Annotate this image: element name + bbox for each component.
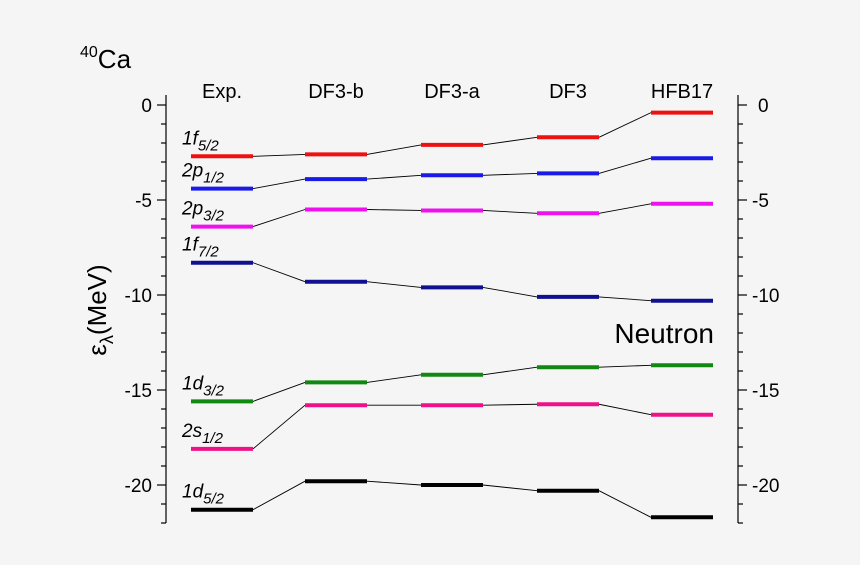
left-tick-label: -20 [125,476,152,497]
column-header: DF3-b [308,81,364,103]
connector-line [598,203,652,214]
connector-line [366,281,422,288]
energy-levels [191,110,713,520]
connector-line [482,136,538,146]
connector-line [252,153,306,157]
connector-line [598,112,652,138]
labels: Exp. DF3-b DF3-a DF3 HFB17 40Ca Neutron ελ(MeV)… [80,44,714,508]
left-tick-label: -10 [125,286,152,307]
orbital-label: 1d3/2 [182,373,225,399]
right-tick-label: -20 [752,476,779,497]
column-header: HFB17 [651,81,713,103]
connector-line [482,403,538,406]
connector-line [366,174,422,180]
right-tick-label: -5 [752,191,769,212]
connector-line [482,172,538,176]
left-tick-label: -15 [125,381,152,402]
orbital-label: 2p3/2 [181,199,225,225]
connector-line [252,381,306,402]
connector-lines [252,112,652,518]
connector-line [366,144,422,155]
connector-line [598,296,652,302]
orbital-label: 1f5/2 [182,128,219,154]
y-axis-label: ελ(MeV) [82,264,117,355]
connector-line [482,286,538,298]
right-tick-label: -15 [752,381,779,402]
connector-line [252,178,306,190]
orbital-label: 2p1/2 [181,161,225,187]
column-header: DF3-a [424,81,480,103]
column-header: DF3 [549,81,587,103]
left-tick-label: 0 [141,96,152,117]
connector-line [252,262,306,283]
connector-line [252,209,306,228]
neutron-annotation: Neutron [614,318,714,349]
connector-line [598,157,652,174]
connector-line [598,490,652,518]
connector-line [482,484,538,492]
orbital-label: 1f7/2 [182,235,219,261]
connector-line [252,404,306,450]
right-tick-label: 0 [758,96,769,117]
connector-line [366,374,422,383]
connector-line [482,366,538,376]
connector-line [366,209,422,211]
connector-line [366,480,422,486]
connector-line [482,210,538,214]
connector-line [252,480,306,511]
connector-line [598,364,652,368]
right-tick-label: -10 [752,286,779,307]
orbital-label: 1d5/2 [182,482,225,508]
nucleus-title: 40Ca [80,44,132,74]
axes: 0 0 -5 -5 -10 -10 -15 -15 -20 -20 [125,95,779,524]
orbital-label: 2s1/2 [181,421,224,447]
connector-line [598,403,652,416]
left-tick-label: -5 [135,191,152,212]
column-header: Exp. [202,81,242,103]
